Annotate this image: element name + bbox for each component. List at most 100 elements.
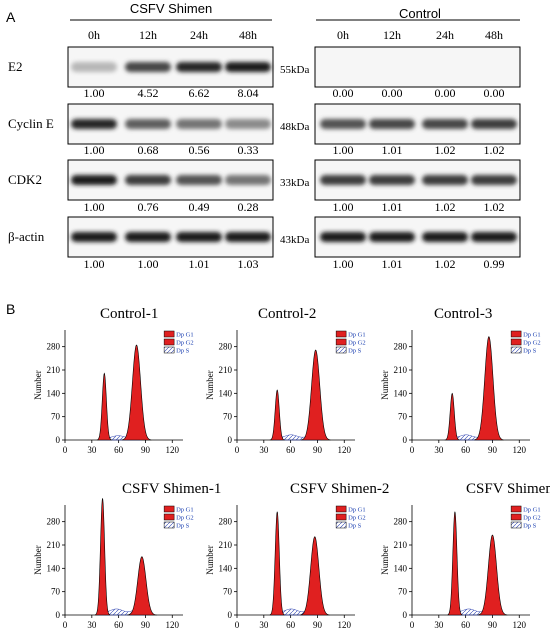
histogram-title: Control-3 <box>434 306 492 322</box>
y-tick-label: 70 <box>223 587 233 597</box>
y-tick-label: 70 <box>51 587 61 597</box>
blot-band <box>422 119 468 129</box>
left-timepoint-label: 12h <box>139 28 157 42</box>
x-tick-label: 30 <box>259 445 269 455</box>
blot-band <box>471 232 517 242</box>
x-tick-label: 0 <box>63 445 68 455</box>
blot-band <box>225 175 271 185</box>
left-group-title: CSFV Shimen <box>130 1 212 16</box>
left-quant-value: 8.04 <box>238 86 259 100</box>
blot-band <box>71 119 117 129</box>
y-axis-label: Number <box>380 370 390 400</box>
y-axis-label: Number <box>33 545 43 575</box>
histogram-0: Control-1 Number 0 70 140 210 280 0 30 60 90 120 Dp … <box>33 306 194 455</box>
x-tick-label: 0 <box>63 620 68 630</box>
y-tick-label: 280 <box>219 342 233 352</box>
legend-label: Dp S <box>176 523 190 530</box>
x-tick-label: 30 <box>87 445 97 455</box>
x-tick-label: 0 <box>235 620 240 630</box>
x-tick-label: 30 <box>434 445 444 455</box>
x-tick-label: 120 <box>513 620 527 630</box>
x-tick-label: 60 <box>461 620 471 630</box>
y-tick-label: 0 <box>403 610 408 620</box>
legend-label: Dp G2 <box>523 340 541 347</box>
x-tick-label: 0 <box>410 620 415 630</box>
protein-label: CDK2 <box>8 172 42 187</box>
left-timepoint-label: 48h <box>239 28 257 42</box>
y-tick-label: 210 <box>219 540 233 550</box>
legend-swatch <box>510 505 522 513</box>
right-timepoint-label: 0h <box>337 28 349 42</box>
x-tick-label: 30 <box>87 620 97 630</box>
legend-swatch <box>163 338 175 346</box>
blot-band <box>369 232 415 242</box>
y-tick-label: 210 <box>394 540 408 550</box>
g1-peak <box>96 372 113 441</box>
protein-label: E2 <box>8 59 22 74</box>
blot-band <box>471 119 517 129</box>
left-quant-value: 1.01 <box>189 257 210 271</box>
blot-band <box>320 232 366 242</box>
blot-band <box>471 175 517 185</box>
x-tick-label: 60 <box>461 445 471 455</box>
right-quant-value: 1.02 <box>435 143 456 157</box>
legend-label: Dp S <box>348 348 362 355</box>
right-quant-value: 1.00 <box>333 200 354 214</box>
right-quant-value: 0.00 <box>484 86 505 100</box>
legend-label: Dp G1 <box>176 507 194 514</box>
blot-band <box>176 62 222 72</box>
y-tick-label: 0 <box>403 435 408 445</box>
y-tick-label: 0 <box>56 435 61 445</box>
left-quant-value: 1.03 <box>238 257 259 271</box>
blot-band <box>176 232 222 242</box>
legend-swatch <box>510 521 522 529</box>
right-quant-value: 1.02 <box>435 257 456 271</box>
legend-swatch <box>510 338 522 346</box>
panel-a-letter: A <box>6 9 16 25</box>
legend-swatch <box>163 505 175 513</box>
right-quant-value: 0.00 <box>333 86 354 100</box>
x-tick-label: 120 <box>513 445 527 455</box>
blot-row-2: CDK2 33kDa 1.00 0.76 0.49 0.28 1.00 1.01 1.02 1.0… <box>8 159 521 214</box>
blot-band <box>125 62 171 72</box>
g2-peak <box>300 349 331 441</box>
legend-swatch <box>335 346 347 354</box>
y-tick-label: 210 <box>219 365 233 375</box>
kda-label: 43kDa <box>280 234 309 246</box>
histogram-title: Control-1 <box>100 306 158 322</box>
x-tick-label: 120 <box>338 445 352 455</box>
right-quant-value: 1.01 <box>382 257 403 271</box>
left-quant-value: 1.00 <box>84 143 105 157</box>
left-quant-value: 4.52 <box>138 86 159 100</box>
blot-row-0: E2 55kDa 1.00 4.52 6.62 8.04 0.00 0.00 0.00 0.00 <box>8 46 521 100</box>
y-tick-label: 0 <box>228 435 233 445</box>
legend-label: Dp G1 <box>176 332 194 339</box>
y-tick-label: 280 <box>47 342 61 352</box>
x-tick-label: 60 <box>114 445 124 455</box>
left-quant-value: 0.68 <box>138 143 159 157</box>
left-quant-value: 1.00 <box>84 86 105 100</box>
legend-label: Dp S <box>523 348 537 355</box>
blot-band <box>71 62 117 72</box>
blot-row-3: β-actin 43kDa 1.00 1.00 1.01 1.03 1.00 1.01 1.02… <box>8 216 521 271</box>
left-quant-value: 1.00 <box>84 257 105 271</box>
g1-peak <box>95 498 111 616</box>
histogram-3: CSFV Shimen-1 Number 0 70 140 210 280 0 30 60 90 12… <box>33 481 221 630</box>
right-quant-value: 1.00 <box>333 143 354 157</box>
legend-label: Dp S <box>523 523 537 530</box>
g2-peak <box>300 536 330 616</box>
x-tick-label: 90 <box>141 620 151 630</box>
blot-band <box>125 232 171 242</box>
left-quant-value: 1.00 <box>84 200 105 214</box>
y-tick-label: 140 <box>47 563 61 573</box>
legend-label: Dp G1 <box>523 507 541 514</box>
y-tick-label: 210 <box>47 540 61 550</box>
y-axis-label: Number <box>33 370 43 400</box>
kda-label: 48kDa <box>280 121 309 133</box>
legend-label: Dp S <box>176 348 190 355</box>
right-quant-value: 1.01 <box>382 200 403 214</box>
y-axis-label: Number <box>205 370 215 400</box>
blot-band <box>225 119 271 129</box>
